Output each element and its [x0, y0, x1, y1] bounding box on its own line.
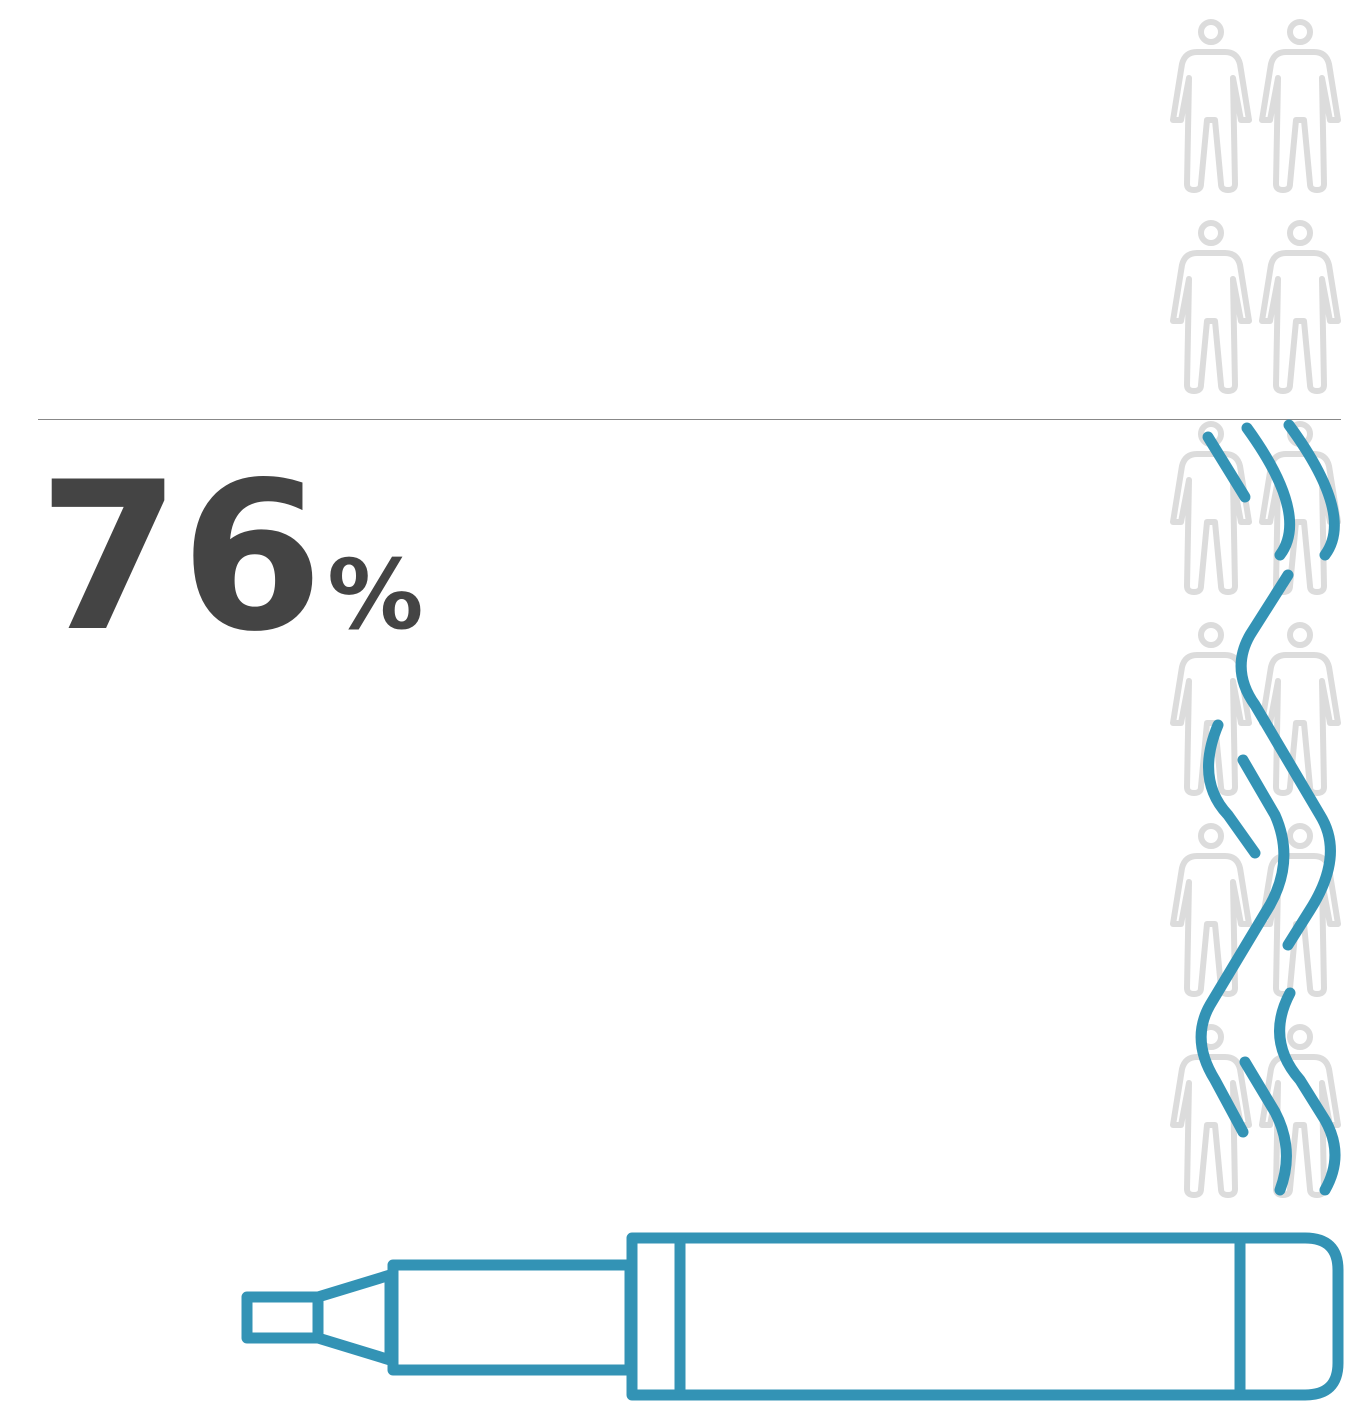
marker [241, 1232, 1344, 1401]
person-icon [1173, 22, 1249, 190]
people-icons [1173, 22, 1338, 1195]
person-icon [1262, 625, 1338, 793]
person-icon [1262, 22, 1338, 190]
stat-text: 76% [38, 439, 423, 677]
stat-unit: % [327, 539, 423, 651]
person-icon [1262, 223, 1338, 391]
waves [1195, 419, 1341, 1196]
stat-value: 76 [38, 439, 323, 677]
person-icon [1173, 223, 1249, 391]
